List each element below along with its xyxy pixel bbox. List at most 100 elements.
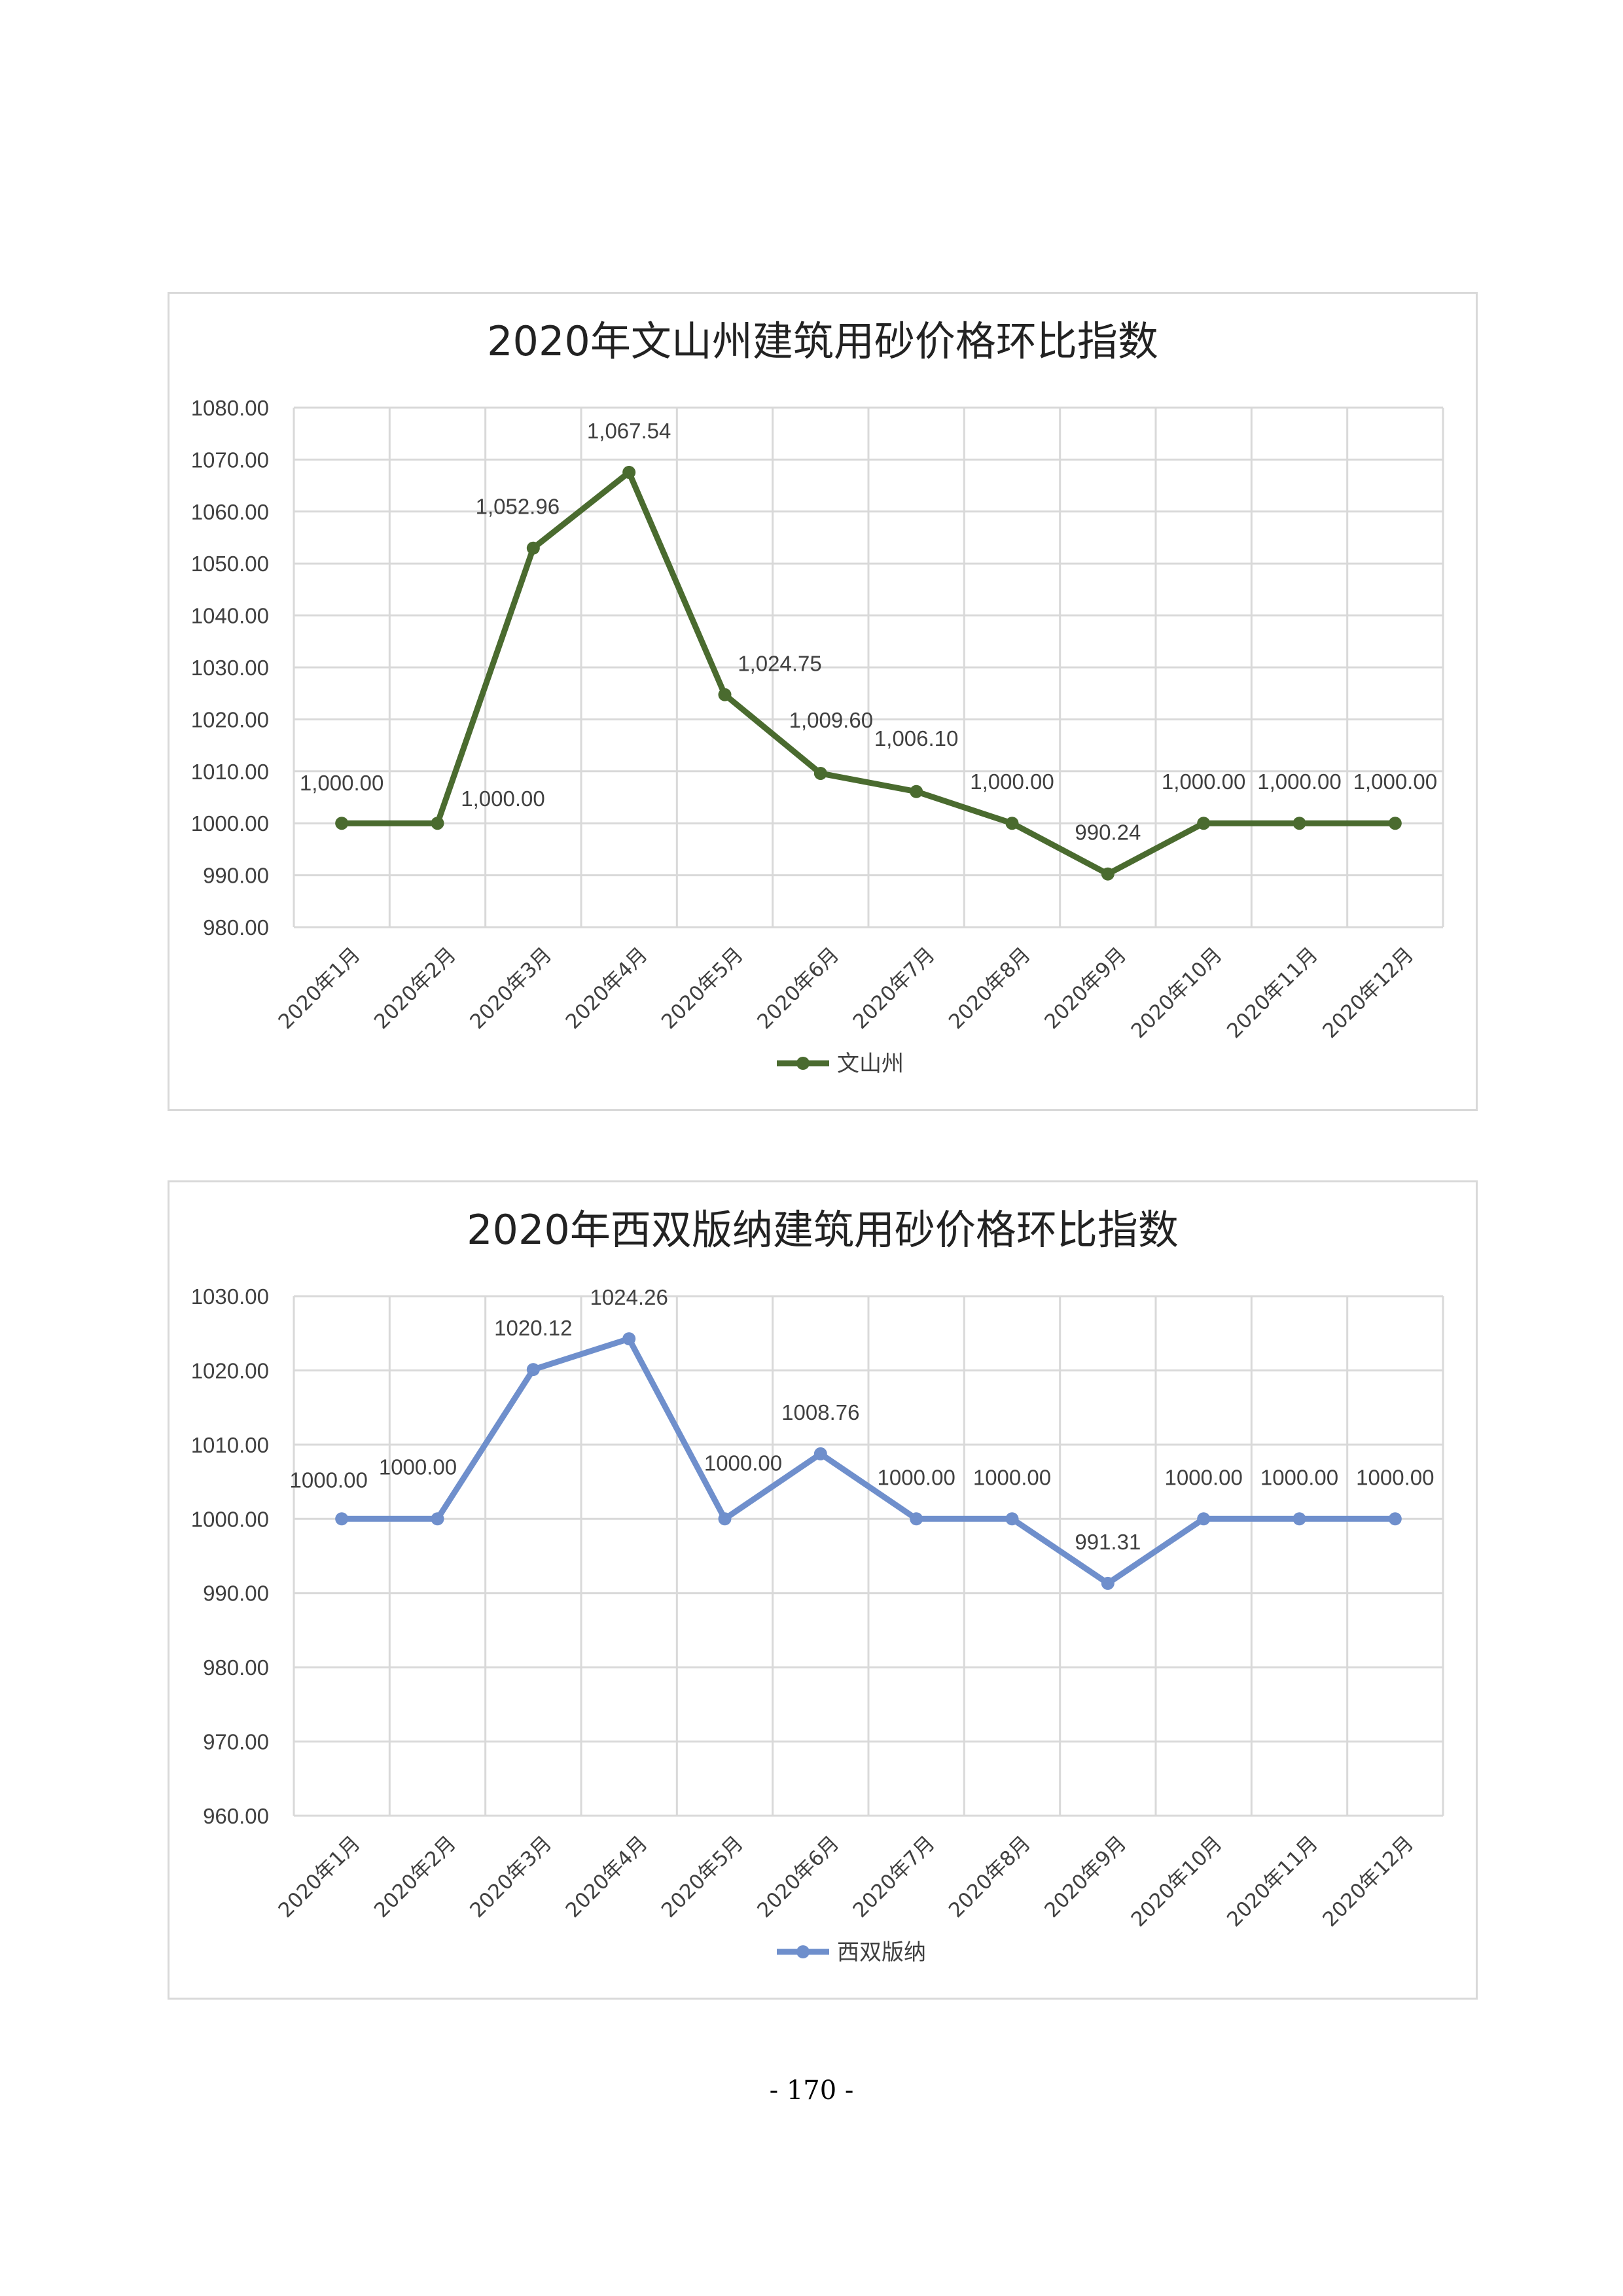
- wenshan-chart: 2020年文山州建筑用砂价格环比指数 980.00 990.00 1000.00 101…: [168, 292, 1478, 1111]
- data-point: [1005, 1512, 1019, 1526]
- data-point: [526, 541, 540, 555]
- data-label: 1000.00: [878, 1465, 955, 1489]
- x-tick-label: 2020年5月: [657, 943, 748, 1034]
- data-point: [1197, 1512, 1211, 1526]
- chart-title: 2020年文山州建筑用砂价格环比指数: [487, 317, 1158, 365]
- xishuangbanna-chart: 2020年西双版纳建筑用砂价格环比指数 960.00 970.00 980.00 990…: [168, 1180, 1478, 2000]
- data-point: [1293, 817, 1306, 830]
- data-label: 1000.00: [1356, 1465, 1434, 1489]
- data-point: [1005, 817, 1019, 830]
- y-tick-label: 970.00: [203, 1730, 269, 1754]
- x-tick-label: 2020年6月: [753, 943, 844, 1034]
- x-tick-label: 2020年1月: [274, 943, 365, 1034]
- data-point: [1388, 1512, 1402, 1526]
- data-label: 1,052.96: [476, 495, 560, 519]
- data-label: 1008.76: [781, 1400, 859, 1424]
- data-point: [813, 766, 827, 780]
- legend-marker: [796, 1057, 810, 1070]
- y-tick-label: 1010.00: [191, 1433, 269, 1457]
- x-tick-label: 2020年2月: [370, 943, 461, 1034]
- data-label: 1000.00: [379, 1455, 457, 1479]
- data-point: [526, 1363, 540, 1377]
- data-label: 1,000.00: [1162, 769, 1245, 794]
- data-point: [1101, 1576, 1115, 1590]
- data-point: [335, 1512, 349, 1526]
- y-tick-label: 1060.00: [191, 500, 269, 524]
- data-label: 1,000.00: [1257, 769, 1341, 794]
- x-tick-label: 2020年10月: [1127, 1831, 1227, 1932]
- chart-title: 2020年西双版纳建筑用砂价格环比指数: [467, 1206, 1179, 1254]
- y-tick-label: 1020.00: [191, 1358, 269, 1383]
- y-tick-label: 1030.00: [191, 1284, 269, 1309]
- x-tick-label: 2020年12月: [1318, 943, 1418, 1043]
- xishuangbanna-chart-svg: 2020年西双版纳建筑用砂价格环比指数 960.00 970.00 980.00 990…: [191, 1206, 1444, 1966]
- data-label: 1,000.00: [1353, 769, 1437, 794]
- data-label: 1000.00: [290, 1468, 368, 1492]
- data-label: 1,000.00: [461, 786, 544, 811]
- x-tick-label: 2020年8月: [944, 1831, 1035, 1922]
- x-tick-label: 2020年9月: [1040, 943, 1131, 1034]
- x-tick-label: 2020年10月: [1127, 943, 1227, 1043]
- y-tick-label: 980.00: [203, 915, 269, 940]
- data-point: [718, 688, 732, 701]
- wenshan-chart-svg: 2020年文山州建筑用砂价格环比指数 980.00 990.00 1000.00 101…: [191, 317, 1444, 1077]
- series-line: [342, 1335, 1395, 1587]
- y-tick-label: 1080.00: [191, 396, 269, 420]
- y-tick-label: 1070.00: [191, 448, 269, 472]
- x-tick-label: 2020年9月: [1040, 1831, 1131, 1922]
- x-tick-label: 2020年2月: [370, 1831, 461, 1922]
- legend: 西双版纳: [777, 1939, 926, 1966]
- x-tick-label: 2020年11月: [1222, 943, 1323, 1043]
- data-point: [1293, 1512, 1306, 1526]
- x-tick-label: 2020年4月: [562, 1831, 652, 1922]
- data-point: [1388, 817, 1402, 830]
- data-label: 1,009.60: [789, 708, 873, 732]
- data-point: [431, 1512, 444, 1526]
- data-point: [335, 817, 349, 830]
- data-label: 990.24: [1075, 821, 1141, 845]
- y-tick-label: 1040.00: [191, 604, 269, 628]
- y-tick-label: 1010.00: [191, 760, 269, 784]
- data-label: 1,000.00: [970, 769, 1054, 794]
- x-tick-label: 2020年12月: [1318, 1831, 1418, 1932]
- x-tick-label: 2020年7月: [849, 943, 940, 1034]
- data-point: [910, 1512, 923, 1526]
- x-tick-label: 2020年5月: [657, 1831, 748, 1922]
- x-tick-label: 2020年3月: [465, 1831, 556, 1922]
- data-point: [910, 785, 923, 798]
- legend-marker: [796, 1945, 810, 1958]
- legend: 文山州: [777, 1051, 904, 1077]
- legend-label: 文山州: [837, 1051, 904, 1077]
- data-point: [622, 465, 636, 479]
- x-tick-label: 2020年11月: [1222, 1831, 1323, 1932]
- y-tick-label: 1000.00: [191, 1507, 269, 1531]
- x-tick-label: 2020年1月: [274, 1831, 365, 1922]
- data-label: 1,006.10: [874, 726, 958, 751]
- data-point: [718, 1512, 732, 1526]
- data-label: 1024.26: [590, 1285, 668, 1309]
- data-label: 1000.00: [1165, 1465, 1243, 1489]
- page-number: - 170 -: [769, 2075, 854, 2106]
- data-point: [431, 817, 444, 830]
- data-label: 1,067.54: [587, 419, 671, 443]
- data-point: [1101, 867, 1115, 881]
- y-tick-label: 960.00: [203, 1804, 269, 1828]
- data-label: 1,000.00: [300, 771, 383, 795]
- y-tick-label: 1000.00: [191, 811, 269, 836]
- data-label: 1,024.75: [738, 652, 821, 676]
- x-tick-label: 2020年4月: [562, 943, 652, 1034]
- y-tick-label: 990.00: [203, 1581, 269, 1606]
- gridlines: [293, 1295, 1444, 1817]
- data-label: 1000.00: [704, 1451, 782, 1475]
- data-label: 1000.00: [1260, 1465, 1338, 1489]
- y-tick-label: 1020.00: [191, 707, 269, 732]
- y-tick-label: 990.00: [203, 864, 269, 888]
- legend-label: 西双版纳: [837, 1939, 926, 1966]
- x-tick-label: 2020年6月: [753, 1831, 844, 1922]
- data-label: 991.31: [1075, 1530, 1141, 1554]
- x-tick-label: 2020年8月: [944, 943, 1035, 1034]
- data-point: [1197, 817, 1211, 830]
- x-tick-label: 2020年7月: [849, 1831, 940, 1922]
- data-point: [622, 1332, 636, 1346]
- y-tick-label: 1030.00: [191, 656, 269, 680]
